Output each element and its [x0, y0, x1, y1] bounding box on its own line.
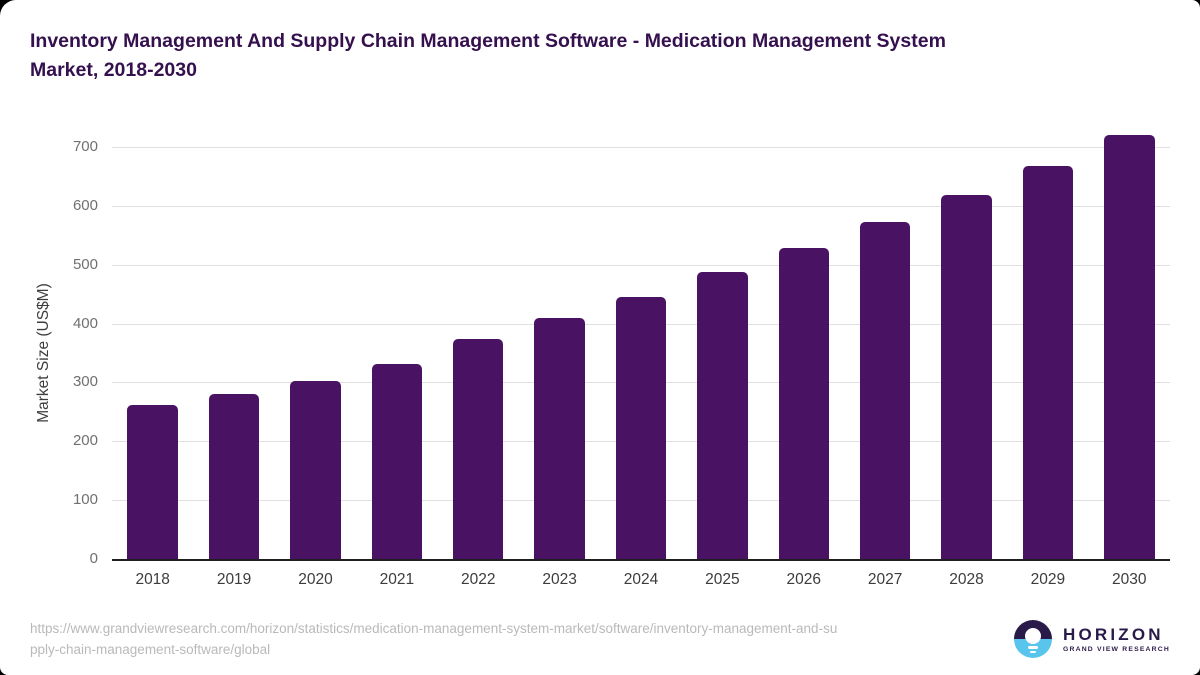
footer: https://www.grandviewresearch.com/horizo…	[0, 613, 1200, 675]
y-tick-label-0: 0	[89, 550, 98, 567]
x-tick-label-2027: 2027	[867, 571, 903, 588]
y-tick-label-400: 400	[72, 314, 98, 332]
x-tick-label-2030: 2030	[1112, 571, 1147, 588]
bar-2026	[778, 248, 829, 559]
y-tick-label-600: 600	[72, 196, 98, 214]
logo-text: HORIZON GRAND VIEW RESEARCH	[1063, 626, 1170, 653]
source-url-line1: https://www.grandviewresearch.com/horizo…	[30, 621, 838, 636]
y-tick-label-700: 700	[72, 138, 98, 155]
bar-2024	[615, 296, 667, 559]
horizon-logo: HORIZON GRAND VIEW RESEARCH	[1013, 620, 1170, 658]
source-url: https://www.grandviewresearch.com/horizo…	[30, 618, 837, 660]
plot-area	[112, 134, 1170, 561]
y-tick-label-500: 500	[72, 255, 98, 273]
bar-2030	[1104, 134, 1155, 559]
logo-brand: HORIZON	[1062, 624, 1164, 644]
y-tick-label-100: 100	[72, 491, 98, 509]
bar-2022	[453, 338, 504, 559]
x-tick-label-2026: 2026	[786, 571, 822, 588]
x-tick-label-2020: 2020	[298, 571, 333, 588]
horizon-sun-icon	[1013, 620, 1052, 658]
x-tick-label-2029: 2029	[1030, 571, 1066, 588]
y-axis-label: Market Size (US$M)	[35, 283, 52, 423]
logo-sub-brand: GRAND VIEW RESEARCH	[1062, 645, 1170, 653]
bar-2020	[290, 380, 341, 559]
gridline-600	[112, 205, 1170, 207]
x-tick-label-2028: 2028	[949, 571, 984, 588]
sun-shape	[1024, 628, 1041, 644]
x-tick-label-2022: 2022	[460, 571, 496, 588]
chart-title: Inventory Management And Supply Chain Ma…	[30, 27, 1180, 85]
bar-2025	[697, 272, 748, 559]
chart-title-line1: Inventory Management And Supply Chain Ma…	[30, 30, 946, 52]
gridline-700	[112, 147, 1170, 148]
x-tick-label-2021: 2021	[379, 571, 415, 588]
source-url-line2: pply-chain-management-software/global	[30, 642, 271, 657]
bar-2021	[371, 363, 423, 559]
bar-2019	[208, 393, 260, 559]
y-tick-label-200: 200	[72, 432, 98, 450]
x-tick-label-2018: 2018	[135, 571, 170, 588]
chart-title-line2: Market, 2018-2030	[30, 59, 197, 81]
sun-reflection-dash	[1029, 651, 1036, 653]
bar-2028	[941, 195, 992, 559]
gridline-500	[112, 264, 1170, 266]
bar-2023	[534, 318, 585, 559]
bar-2027	[859, 222, 911, 559]
x-tick-label-2023: 2023	[542, 571, 577, 588]
bar-2018	[127, 404, 178, 559]
bar-2029	[1022, 166, 1074, 559]
x-tick-label-2025: 2025	[705, 571, 740, 588]
y-tick-label-300: 300	[72, 373, 98, 391]
x-tick-label-2019: 2019	[216, 571, 252, 588]
x-tick-label-2024: 2024	[623, 571, 659, 588]
sun-reflection-dash	[1027, 646, 1038, 649]
